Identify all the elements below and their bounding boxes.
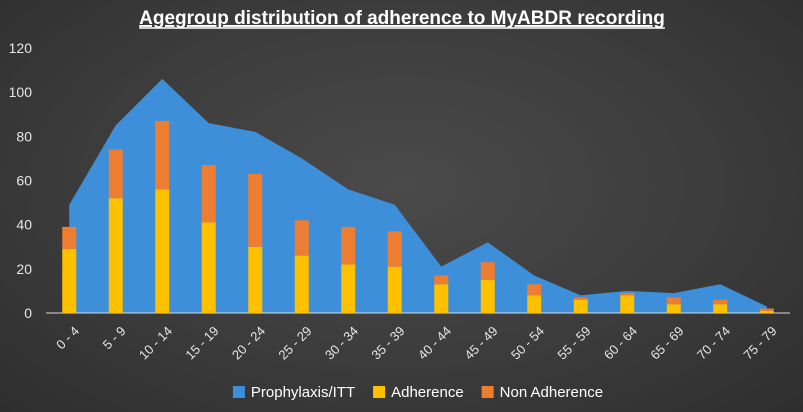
x-tick-label: 75 - 79: [740, 323, 779, 362]
x-tick-label: 15 - 19: [182, 323, 221, 362]
non-adherence-bar: [341, 226, 356, 265]
non-adherence-bar: [759, 308, 774, 311]
adherence-bar: [759, 310, 774, 313]
adherence-bar: [387, 266, 402, 313]
x-tick-label: 0 - 4: [53, 323, 82, 352]
y-tick-label: 0: [24, 305, 32, 321]
adherence-bar: [201, 222, 216, 313]
adherence-bar: [713, 304, 728, 313]
x-tick-label: 25 - 29: [275, 323, 314, 362]
x-tick-label: 35 - 39: [368, 323, 407, 362]
non-adherence-bar: [62, 226, 77, 249]
y-tick-label: 20: [16, 261, 32, 277]
x-tick-label: 70 - 74: [694, 323, 733, 362]
non-adherence-bar: [248, 173, 263, 247]
non-adherence-bar: [480, 262, 495, 280]
adherence-bar: [573, 299, 588, 313]
x-tick-label: 45 - 49: [461, 323, 500, 362]
x-tick-label: 20 - 24: [229, 323, 268, 362]
adherence-bar: [341, 264, 356, 313]
x-tick-label: 30 - 34: [322, 323, 361, 362]
y-tick-label: 40: [16, 217, 32, 233]
non-adherence-bar: [527, 284, 542, 296]
legend-label: Adherence: [391, 384, 464, 401]
y-tick-label: 80: [16, 128, 32, 144]
non-adherence-bar: [201, 165, 216, 223]
adherence-bar: [480, 279, 495, 313]
non-adherence-bar: [294, 220, 309, 256]
adherence-bar: [294, 255, 309, 313]
x-tick-label: 50 - 54: [508, 323, 547, 362]
adherence-bar: [434, 284, 449, 313]
prophylaxis-area: [69, 78, 767, 314]
y-tick-label: 100: [9, 84, 33, 100]
legend-swatch: [481, 386, 494, 398]
non-adherence-bar: [620, 293, 635, 296]
adherence-bar: [62, 248, 77, 313]
x-tick-label: 55 - 59: [554, 323, 593, 362]
adherence-bar: [620, 295, 635, 313]
chart-title: Agegroup distribution of adherence to My…: [139, 8, 665, 29]
non-adherence-bar: [387, 231, 402, 267]
non-adherence-bar: [666, 297, 681, 305]
legend-label: Prophylaxis/ITT: [251, 384, 355, 401]
adherence-bar: [248, 246, 263, 313]
y-tick-label: 120: [9, 40, 33, 56]
adherence-bar: [666, 304, 681, 313]
adherence-bar: [108, 198, 123, 313]
y-tick-label: 60: [16, 173, 32, 189]
legend-swatch: [373, 386, 386, 398]
adherence-bar: [527, 295, 542, 313]
legend-swatch: [232, 386, 245, 398]
non-adherence-bar: [434, 275, 449, 285]
x-tick-label: 5 - 9: [100, 323, 129, 352]
legend-label: Non Adherence: [500, 384, 603, 401]
adherence-bar: [155, 189, 170, 313]
non-adherence-bar: [108, 149, 123, 199]
x-tick-label: 65 - 69: [647, 323, 686, 362]
x-tick-label: 40 - 44: [415, 323, 454, 362]
x-tick-label: 60 - 64: [601, 323, 640, 362]
non-adherence-bar: [573, 297, 588, 300]
non-adherence-bar: [713, 299, 728, 305]
legend: Prophylaxis/ITT Adherence Non Adherence: [232, 384, 603, 401]
x-tick-label: 10 - 14: [136, 323, 175, 362]
non-adherence-bar: [155, 120, 170, 190]
